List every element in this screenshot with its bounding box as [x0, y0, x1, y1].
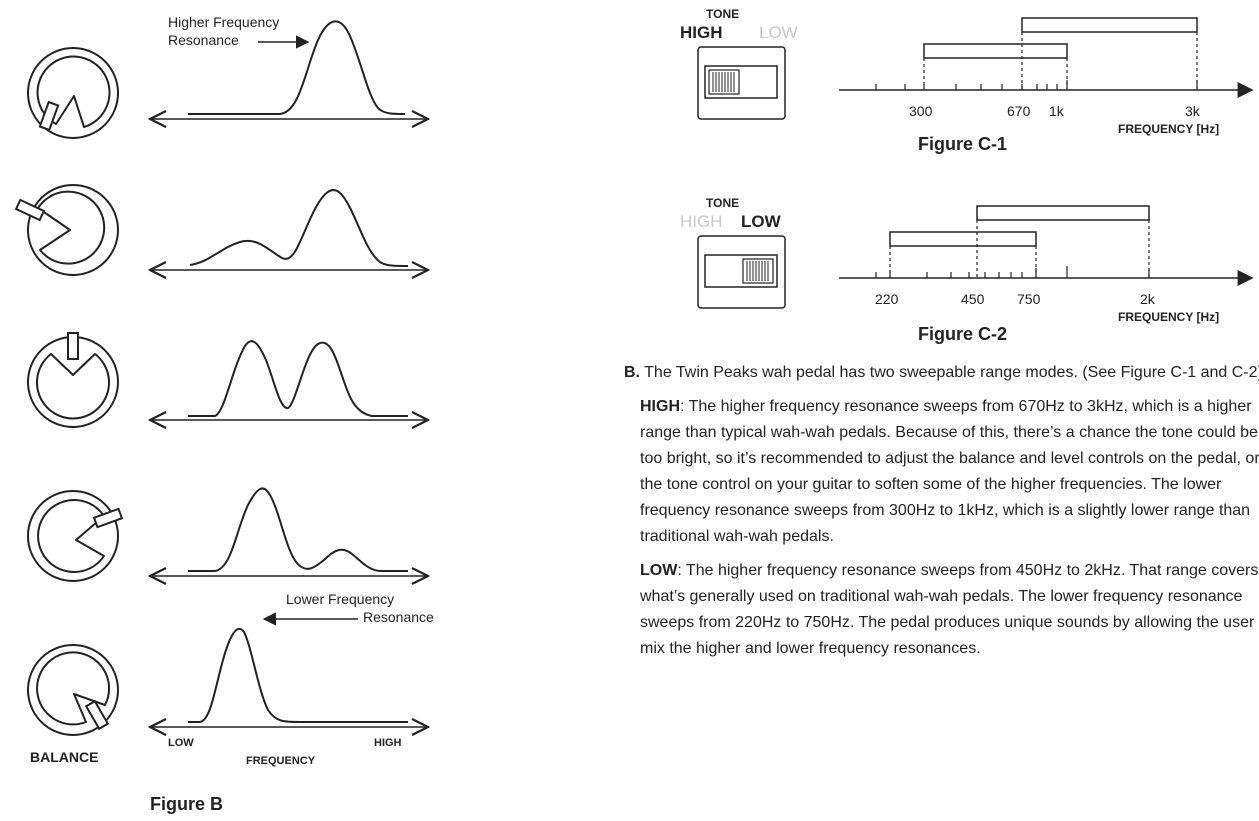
description-text: B. The Twin Peaks wah pedal has two swee… [624, 360, 1259, 662]
low-term: LOW [640, 562, 678, 579]
paragraph-range-modes: B. The Twin Peaks wah pedal has two swee… [624, 360, 1259, 386]
mode-high-label: HIGH [680, 23, 723, 42]
frequency-range-c2: 220 450 750 2k FREQUENCY [Hz] [839, 205, 1254, 324]
resonance-graph-3 [150, 340, 428, 420]
frequency-range-c1: 300 670 1k 3k FREQUENCY [Hz] [839, 17, 1254, 136]
lower-resonance-label: Resonance [363, 609, 434, 625]
tick-3k: 3k [1185, 103, 1201, 119]
figure-b-caption: Figure B [150, 794, 223, 814]
tick-670: 670 [1007, 103, 1031, 119]
figure-c2: TONE HIGH LOW 220 45 [680, 196, 1254, 344]
tick-1k: 1k [1049, 103, 1065, 119]
mode-low-label: LOW [741, 212, 782, 231]
resonance-graph-1: Higher Frequency Resonance [150, 14, 428, 119]
tick-220: 220 [875, 291, 899, 307]
figure-c1: TONE HIGH LOW 300 67 [680, 7, 1254, 154]
section-marker: B. [624, 364, 640, 381]
intro-text: The Twin Peaks wah pedal has two sweepab… [640, 364, 1259, 381]
tick-750: 750 [1017, 291, 1041, 307]
high-term: HIGH [640, 398, 680, 415]
resonance-graph-5: Lower Frequency Resonance LOW HIGH FREQU… [150, 591, 434, 767]
balance-label: BALANCE [30, 749, 98, 765]
low-description: : The higher frequency resonance sweeps … [640, 562, 1259, 657]
higher-resonance-label: Resonance [168, 32, 239, 48]
paragraph-high-mode: HIGH: The higher frequency resonance swe… [624, 394, 1259, 550]
tone-switch-c2: TONE HIGH LOW [680, 196, 786, 309]
resonance-graph-4 [150, 487, 428, 576]
mode-high-label: HIGH [680, 212, 723, 231]
axis-low-label: LOW [168, 737, 194, 749]
frequency-axis-title-c1: FREQUENCY [Hz] [1118, 122, 1219, 136]
tick-2k: 2k [1140, 291, 1156, 307]
tone-label: TONE [706, 196, 739, 210]
higher-frequency-label: Higher Frequency [168, 14, 279, 30]
figure-c2-caption: Figure C-2 [918, 324, 1007, 344]
balance-knob-5 [27, 644, 119, 736]
balance-knob-1 [27, 47, 119, 139]
lower-frequency-label: Lower Frequency [286, 591, 394, 607]
balance-knob-2 [14, 184, 119, 276]
balance-knob-3 [27, 332, 119, 428]
tone-switch-c1: TONE HIGH LOW [680, 7, 798, 120]
tone-label: TONE [706, 7, 739, 21]
tick-450: 450 [961, 291, 985, 307]
frequency-axis-title-c2: FREQUENCY [Hz] [1118, 310, 1219, 324]
resonance-graph-2 [150, 189, 428, 270]
high-description: : The higher frequency resonance sweeps … [640, 398, 1259, 545]
paragraph-low-mode: LOW: The higher frequency resonance swee… [624, 558, 1259, 662]
figure-b: Higher Frequency Resonance BA [14, 14, 434, 814]
mode-low-label: LOW [759, 23, 798, 42]
frequency-axis-title: FREQUENCY [246, 755, 316, 767]
axis-high-label: HIGH [374, 737, 402, 749]
tick-300: 300 [909, 103, 933, 119]
balance-knob-4 [27, 490, 124, 582]
figure-c1-caption: Figure C-1 [918, 134, 1007, 154]
